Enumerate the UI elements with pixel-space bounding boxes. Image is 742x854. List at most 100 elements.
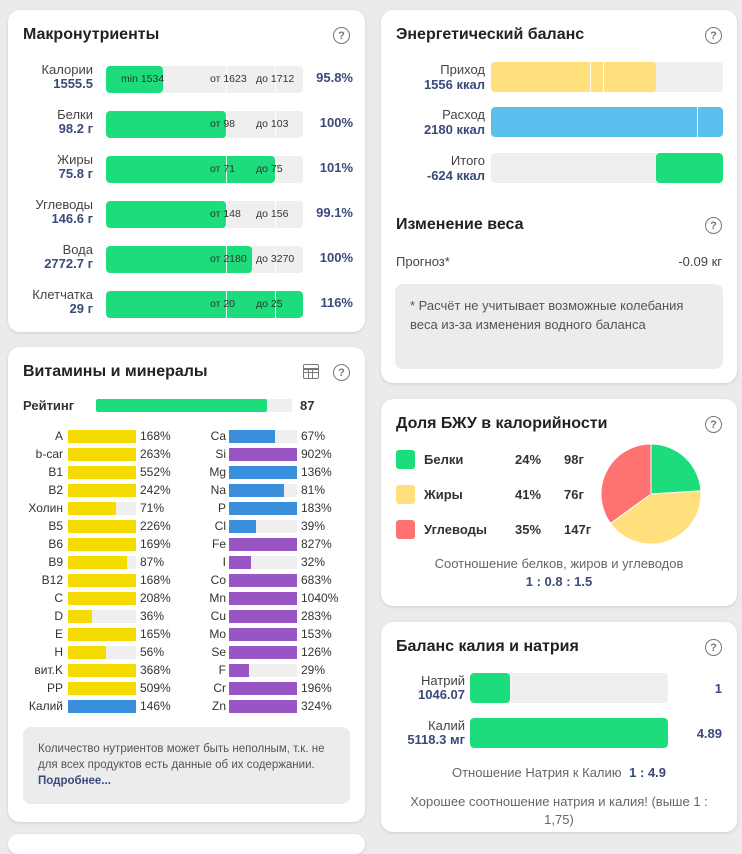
- help-icon[interactable]: ?: [333, 27, 350, 44]
- nutrient-item[interactable]: Mn 1040%: [193, 591, 353, 605]
- legend-grams: 147г: [564, 522, 592, 537]
- macro-row: Калории 1555.5 min 1534 от 1623 до 1712 95.8%: [23, 63, 353, 93]
- nutrient-item[interactable]: Se 126%: [193, 645, 353, 659]
- nutrient-item[interactable]: B6 169%: [23, 537, 183, 551]
- nutrient-percent: 169%: [140, 537, 171, 551]
- nutrient-fill: [229, 628, 297, 641]
- nutrient-bar: [68, 430, 136, 443]
- nutrient-fill: [229, 610, 297, 623]
- nutrient-bar: [229, 520, 297, 533]
- nutrient-item[interactable]: H 56%: [23, 645, 183, 659]
- nutrient-item[interactable]: Zn 324%: [193, 699, 353, 713]
- nutrient-name: F: [218, 663, 226, 677]
- nutrient-item[interactable]: I 32%: [193, 555, 353, 569]
- macro-bar: от 148 до 156: [106, 201, 303, 228]
- macro-value: 2772.7 г: [44, 256, 93, 271]
- rating-label: Рейтинг: [23, 398, 75, 413]
- nutrient-bar: [229, 664, 297, 677]
- nutrient-name: D: [54, 609, 63, 623]
- macro-row: Жиры 75.8 г от 71 до 75 101%: [23, 153, 353, 183]
- nutrient-bar: [68, 538, 136, 551]
- nutrient-percent: 29%: [301, 663, 326, 677]
- nutrient-item[interactable]: Si 902%: [193, 447, 353, 461]
- nutrient-fill: [68, 664, 136, 677]
- nutrient-item[interactable]: вит.K 368%: [23, 663, 183, 677]
- nutrient-item[interactable]: E 165%: [23, 627, 183, 641]
- macro-from-mark: от 1623: [210, 73, 247, 85]
- sodium-value: 1046.07: [418, 687, 465, 702]
- nutrient-bar: [229, 592, 297, 605]
- macro-from-mark: от 2180: [210, 253, 247, 265]
- rating-fill: [96, 399, 267, 412]
- nutrient-item[interactable]: Mg 136%: [193, 465, 353, 479]
- nutrient-item[interactable]: B9 87%: [23, 555, 183, 569]
- nutrient-percent: 56%: [140, 645, 165, 659]
- nutrient-item[interactable]: Co 683%: [193, 573, 353, 587]
- macro-tick: [275, 201, 277, 228]
- nutrient-item[interactable]: B12 168%: [23, 573, 183, 587]
- help-icon[interactable]: ?: [333, 364, 350, 381]
- income-value: 1556 ккал: [423, 77, 485, 92]
- nutrient-item[interactable]: Mo 153%: [193, 627, 353, 641]
- legend-percent: 41%: [515, 487, 542, 502]
- nutrient-fill: [229, 646, 297, 659]
- nutrient-name: Холин: [28, 501, 63, 515]
- nutrient-bar: [229, 574, 297, 587]
- help-icon[interactable]: ?: [705, 639, 722, 656]
- help-icon[interactable]: ?: [705, 416, 722, 433]
- income-tick: [590, 62, 591, 92]
- nutrient-item[interactable]: Ca 67%: [193, 429, 353, 443]
- forecast-value: -0.09 кг: [678, 254, 722, 269]
- macro-tick: [226, 201, 228, 228]
- nutrient-name: B5: [48, 519, 63, 533]
- nutrient-fill: [68, 520, 136, 533]
- nutrient-fill: [68, 448, 136, 461]
- nutrient-item[interactable]: B1 552%: [23, 465, 183, 479]
- nutrient-bar: [229, 538, 297, 551]
- bju-card: Доля БЖУ в калорийности ? Белки 24% 98г Жир…: [381, 399, 737, 606]
- help-icon[interactable]: ?: [705, 27, 722, 44]
- nutrient-bar: [68, 484, 136, 497]
- nutrient-name: B9: [48, 555, 63, 569]
- nutrient-item[interactable]: A 168%: [23, 429, 183, 443]
- nutrient-item[interactable]: Калий 146%: [23, 699, 183, 713]
- nutrient-item[interactable]: F 29%: [193, 663, 353, 677]
- nutrient-name: Na: [210, 483, 226, 497]
- nutrient-bar: [229, 448, 297, 461]
- nutrient-item[interactable]: Холин 71%: [23, 501, 183, 515]
- table-icon[interactable]: [303, 364, 319, 379]
- nutrient-percent: 32%: [301, 555, 326, 569]
- bottom-partial-card: [8, 834, 365, 854]
- macro-percent: 100%: [319, 250, 353, 265]
- nutrient-item[interactable]: Cl 39%: [193, 519, 353, 533]
- nutrient-item[interactable]: C 208%: [23, 591, 183, 605]
- more-link[interactable]: Подробнее...: [38, 775, 111, 787]
- nutrient-item[interactable]: PP 509%: [23, 681, 183, 695]
- nutrient-bar: [229, 682, 297, 695]
- bju-legend-item: Жиры 41% 76г: [396, 485, 596, 505]
- vitamins-note: Количество нутриентов может быть неполны…: [23, 727, 350, 804]
- total-label: Итого: [450, 153, 485, 168]
- help-icon[interactable]: ?: [705, 217, 722, 234]
- nutrient-name: Fe: [211, 537, 226, 551]
- sodium-bar: [470, 673, 668, 703]
- nutrient-name: C: [54, 591, 63, 605]
- nutrient-item[interactable]: Na 81%: [193, 483, 353, 497]
- macro-tick: [226, 66, 228, 93]
- nutrient-item[interactable]: D 36%: [23, 609, 183, 623]
- nutrient-name: I: [222, 555, 226, 569]
- nutrient-item[interactable]: P 183%: [193, 501, 353, 515]
- macro-fill: [106, 156, 276, 183]
- macronutrients-card: Макронутриенты ? Калории 1555.5 min 1534 от…: [8, 10, 365, 332]
- nutrient-item[interactable]: b-car 263%: [23, 447, 183, 461]
- macro-tick: [275, 291, 277, 318]
- legend-label: Углеводы: [424, 522, 487, 537]
- nutrient-percent: 71%: [140, 501, 165, 515]
- nutrient-item[interactable]: Cu 283%: [193, 609, 353, 623]
- macro-bar: от 20 до 25: [106, 291, 303, 318]
- nutrient-item[interactable]: Cr 196%: [193, 681, 353, 695]
- nutrient-item[interactable]: B2 242%: [23, 483, 183, 497]
- nutrient-item[interactable]: B5 226%: [23, 519, 183, 533]
- nutrient-item[interactable]: Fe 827%: [193, 537, 353, 551]
- nutrient-name: Se: [211, 645, 226, 659]
